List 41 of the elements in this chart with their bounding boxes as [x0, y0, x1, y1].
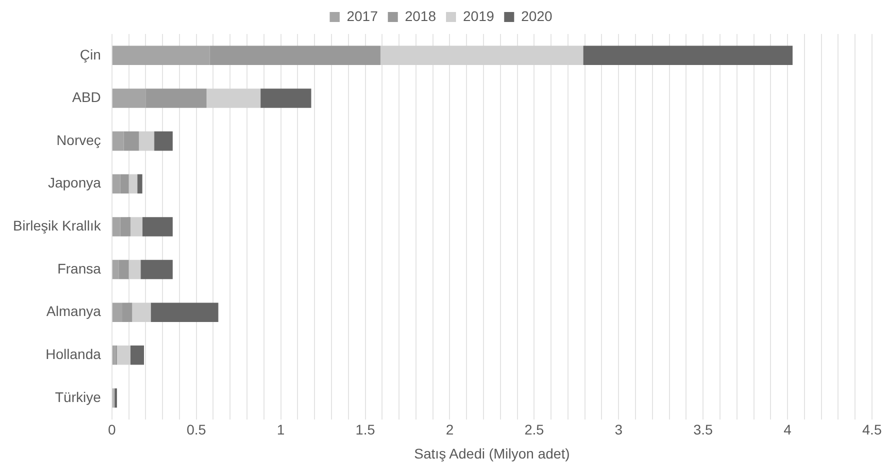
- bar: [583, 46, 793, 66]
- bar: [130, 346, 144, 365]
- x-tick-label: 3.5: [693, 422, 714, 438]
- x-tick-label: 4: [784, 422, 792, 438]
- y-tick-label: Japonya: [48, 174, 102, 191]
- bar: [140, 260, 173, 280]
- x-tick-label: 1: [276, 422, 285, 438]
- y-tick-label: Hollanda: [46, 346, 102, 362]
- bar: [154, 131, 173, 151]
- y-tick-label: Birleşik Krallık: [12, 218, 102, 234]
- x-tick-label: 2: [446, 422, 454, 438]
- x-tick-label: 2.5: [524, 422, 544, 438]
- y-tick-label: Norveç: [56, 132, 101, 148]
- legend-label: 2018: [404, 8, 436, 24]
- y-tick-label: Fransa: [57, 260, 102, 276]
- bar: [260, 88, 312, 108]
- bar: [137, 174, 142, 194]
- bar: [132, 302, 151, 322]
- x-tick-label: 3: [614, 422, 623, 438]
- bar: [206, 88, 261, 108]
- y-tick-label: Türkiye: [54, 388, 102, 405]
- x-axis-title: Satış Adedi (Milyon adet): [414, 445, 570, 462]
- legend-label: 2020: [521, 8, 553, 24]
- bar: [114, 388, 117, 408]
- y-tick-label: Çin: [80, 46, 101, 62]
- legend-label: 2017: [346, 8, 378, 24]
- bar: [128, 260, 141, 280]
- x-tick-label: 1.5: [356, 422, 376, 438]
- bar: [130, 217, 142, 236]
- bar: [142, 217, 173, 236]
- bar: [380, 46, 584, 66]
- x-tick-label: 0.5: [186, 422, 206, 438]
- y-tick-label: Almanya: [46, 303, 102, 320]
- x-tick-label: 4.5: [862, 422, 882, 438]
- legend-label: 2019: [463, 8, 494, 24]
- bar: [150, 302, 218, 322]
- bar: [128, 174, 138, 194]
- bar: [116, 346, 130, 365]
- y-tick-label: ABD: [72, 89, 101, 106]
- bar: [138, 131, 154, 151]
- x-tick-label: 0: [108, 422, 116, 438]
